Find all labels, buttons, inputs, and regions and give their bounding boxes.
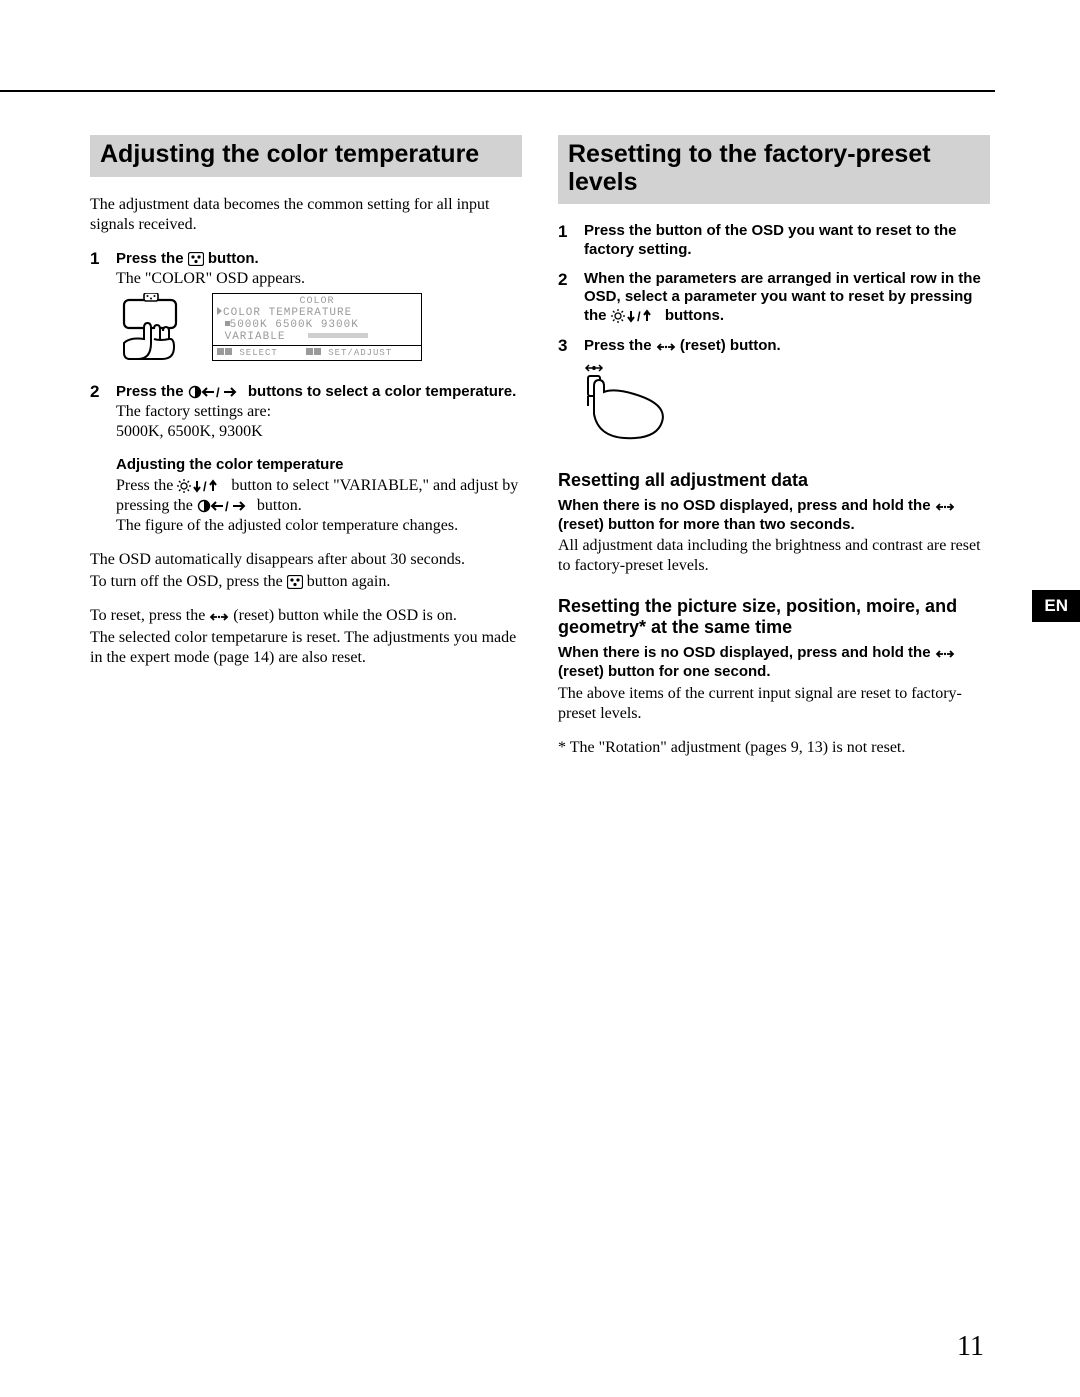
reset-icon bbox=[656, 341, 676, 353]
reset-icon bbox=[209, 611, 229, 623]
step-num: 2 bbox=[90, 382, 108, 402]
heading-bar-right: Resetting to the factory-preset levels bbox=[558, 135, 990, 204]
brightness-down-up-icon: / bbox=[177, 479, 227, 493]
diagram-row: COLOR COLOR TEMPERATURE 5000K 6500K 9300… bbox=[116, 293, 522, 368]
osd-var: VARIABLE bbox=[217, 331, 417, 343]
step1r-bold: Press the button of the OSD you want to … bbox=[584, 222, 990, 260]
step-1-right: 1 Press the button of the OSD you want t… bbox=[558, 222, 990, 260]
left-column: Adjusting the color temperature The adju… bbox=[90, 135, 522, 772]
step2-line3: 5000K, 6500K, 9300K bbox=[116, 422, 522, 442]
sub-heading-2: Resetting the picture size, position, mo… bbox=[558, 596, 990, 638]
language-tab: EN bbox=[1032, 590, 1080, 622]
svg-text:/: / bbox=[216, 385, 220, 399]
svg-text:/: / bbox=[225, 499, 229, 513]
sub2-body: The above items of the current input sig… bbox=[558, 684, 990, 724]
step1-line2: The "COLOR" OSD appears. bbox=[116, 269, 522, 289]
step-num: 1 bbox=[558, 222, 576, 242]
osd-box: COLOR COLOR TEMPERATURE 5000K 6500K 9300… bbox=[212, 293, 422, 361]
svg-text:/: / bbox=[637, 309, 641, 323]
step2r-content: When the parameters are arranged in vert… bbox=[584, 270, 990, 326]
step-2-left: 2 Press the / buttons to select a color … bbox=[90, 382, 522, 537]
heading-bar-left: Adjusting the color temperature bbox=[90, 135, 522, 177]
step2-line2: The factory settings are: bbox=[116, 402, 522, 422]
page-number: 11 bbox=[957, 1331, 984, 1363]
step2-bold-b: buttons to select a color temperature. bbox=[244, 383, 517, 400]
color-button-icon bbox=[188, 252, 204, 266]
step-num: 3 bbox=[558, 336, 576, 356]
heading-left: Adjusting the color temperature bbox=[100, 141, 512, 169]
auto-off-2: To turn off the OSD, press the button ag… bbox=[90, 572, 522, 592]
osd-vals: 5000K 6500K 9300K bbox=[217, 319, 417, 331]
adj-body: Press the / button to select "VARIABLE,"… bbox=[116, 476, 522, 516]
step2-bold-a: Press the bbox=[116, 383, 188, 400]
step3r-content: Press the (reset) button. bbox=[584, 336, 990, 450]
reset-1: To reset, press the (reset) button while… bbox=[90, 606, 522, 626]
right-column: Resetting to the factory-preset levels 1… bbox=[558, 135, 990, 772]
step1-bold-a: Press the bbox=[116, 250, 188, 267]
step-2-right: 2 When the parameters are arranged in ve… bbox=[558, 270, 990, 326]
step-num: 1 bbox=[90, 249, 108, 269]
contrast-left-right-icon: / bbox=[188, 385, 244, 399]
step-num: 2 bbox=[558, 270, 576, 290]
sub-heading-1: Resetting all adjustment data bbox=[558, 470, 990, 491]
adj-heading: Adjusting the color temperature bbox=[116, 456, 522, 475]
sub2-note: * The "Rotation" adjustment (pages 9, 13… bbox=[558, 738, 990, 758]
step-content: Press the / buttons to select a color te… bbox=[116, 382, 522, 537]
reset-icon bbox=[935, 648, 955, 660]
step-content: Press the button. The "COLOR" OSD appear… bbox=[116, 249, 522, 289]
svg-text:/: / bbox=[203, 479, 207, 493]
brightness-down-up-icon: / bbox=[611, 309, 661, 323]
sub2-bold: When there is no OSD displayed, press an… bbox=[558, 644, 990, 682]
content-columns: Adjusting the color temperature The adju… bbox=[0, 0, 1080, 772]
color-button-icon bbox=[287, 575, 303, 589]
osd-top: COLOR COLOR TEMPERATURE 5000K 6500K 9300… bbox=[213, 294, 421, 346]
osd-title: COLOR bbox=[217, 296, 417, 307]
osd-line1: COLOR TEMPERATURE bbox=[217, 307, 417, 319]
auto-off-1: The OSD automatically disappears after a… bbox=[90, 550, 522, 570]
reset-button-diagram bbox=[584, 362, 990, 450]
heading-right: Resetting to the factory-preset levels bbox=[568, 141, 980, 196]
sub1-body: All adjustment data including the bright… bbox=[558, 536, 990, 576]
step-1-left: 1 Press the button. The "COLOR" OSD appe… bbox=[90, 249, 522, 289]
osd-bottom: SELECT SET/ADJUST bbox=[213, 346, 421, 360]
reset-icon bbox=[935, 501, 955, 513]
intro-left: The adjustment data becomes the common s… bbox=[90, 195, 522, 235]
hand-press-icon bbox=[116, 293, 194, 368]
step-3-right: 3 Press the (reset) button. bbox=[558, 336, 990, 450]
contrast-left-right-icon: / bbox=[197, 499, 253, 513]
step1-bold-b: button. bbox=[204, 250, 259, 267]
sub1-bold: When there is no OSD displayed, press an… bbox=[558, 497, 990, 535]
reset-2: The selected color tempetarure is reset.… bbox=[90, 628, 522, 668]
adj-line2: The figure of the adjusted color tempera… bbox=[116, 516, 522, 536]
